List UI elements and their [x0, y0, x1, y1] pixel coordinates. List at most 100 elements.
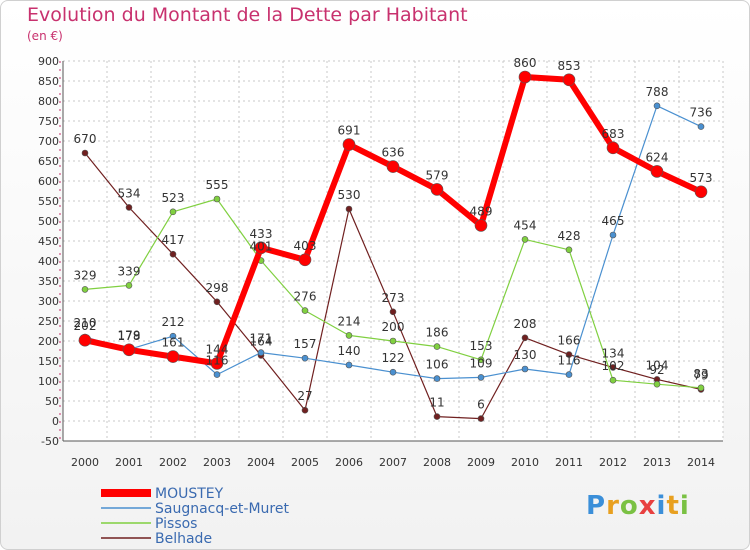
- data-point: [78, 333, 92, 347]
- data-point: [345, 332, 353, 339]
- data-label: 153: [470, 339, 493, 353]
- data-label: 534: [118, 186, 141, 200]
- x-tick-label: 2006: [335, 456, 363, 469]
- data-label: 636: [382, 146, 405, 160]
- data-label: 186: [426, 326, 449, 340]
- data-label: 109: [470, 356, 493, 370]
- data-point: [213, 371, 221, 378]
- data-label: 11: [429, 396, 444, 410]
- data-label: 161: [162, 336, 185, 350]
- data-label: 276: [294, 290, 317, 304]
- data-label: 523: [162, 191, 185, 205]
- data-label: 403: [294, 239, 317, 253]
- data-label: 853: [558, 59, 581, 73]
- y-tick-label: 0: [52, 415, 59, 428]
- data-label: 417: [162, 233, 185, 247]
- data-label: 92: [649, 363, 664, 377]
- data-label: 736: [690, 106, 713, 120]
- data-point: [210, 357, 224, 370]
- y-tick-label: 550: [38, 195, 59, 208]
- data-point: [565, 351, 573, 358]
- x-tick-label: 2007: [379, 456, 407, 469]
- data-label: 428: [558, 229, 581, 243]
- data-label: 140: [338, 344, 361, 358]
- data-label: 104: [646, 358, 669, 372]
- data-label: 433: [250, 227, 273, 241]
- data-label: 200: [382, 320, 405, 334]
- data-point: [301, 307, 309, 314]
- data-point: [125, 282, 133, 289]
- data-point: [477, 356, 485, 364]
- data-label: 116: [558, 354, 581, 368]
- data-label: 670: [74, 132, 97, 146]
- chart-title: Evolution du Montant de la Dette par Hab…: [27, 4, 468, 26]
- y-tick-label: 400: [38, 255, 59, 268]
- data-point: [562, 73, 576, 87]
- data-label: 624: [646, 150, 669, 164]
- data-point: [650, 165, 664, 178]
- y-tick-label: 450: [38, 235, 59, 248]
- x-tick-label: 2003: [203, 456, 231, 469]
- data-point: [474, 219, 488, 232]
- data-point: [653, 102, 661, 110]
- data-label: 788: [646, 85, 669, 99]
- data-point: [697, 384, 705, 392]
- data-point: [477, 415, 485, 422]
- data-point: [166, 350, 180, 363]
- data-label: 83: [693, 367, 708, 381]
- data-label: 691: [338, 124, 361, 138]
- y-tick-label: 350: [38, 275, 59, 288]
- data-point: [433, 375, 441, 382]
- y-tick-label: 900: [38, 55, 59, 68]
- x-tick-label: 2010: [511, 456, 539, 469]
- chart-unit-label: (en €): [27, 29, 63, 43]
- data-point: [521, 334, 529, 342]
- x-tick-label: 2005: [291, 456, 319, 469]
- y-tick-label: 100: [38, 375, 59, 388]
- data-point: [122, 343, 136, 357]
- data-point: [125, 204, 133, 211]
- data-label: 530: [338, 188, 361, 202]
- data-point: [169, 332, 177, 340]
- data-point: [301, 406, 309, 414]
- data-label: 178: [118, 329, 141, 343]
- plot-area: [63, 61, 723, 441]
- data-label: 454: [514, 218, 537, 232]
- data-label: 116: [206, 354, 229, 368]
- data-point: [81, 149, 89, 157]
- x-tick-label: 2008: [423, 456, 451, 469]
- data-label: 134: [602, 346, 625, 360]
- data-point: [257, 349, 265, 356]
- data-label: 122: [382, 351, 405, 365]
- x-tick-label: 2000: [71, 456, 99, 469]
- data-label: 102: [602, 359, 625, 373]
- data-label: 202: [74, 319, 97, 333]
- y-tick-label: 200: [38, 335, 59, 348]
- x-tick-label: 2014: [687, 456, 715, 469]
- data-label: 157: [294, 337, 317, 351]
- data-label: 339: [118, 264, 141, 278]
- data-label: 6: [477, 398, 485, 412]
- y-tick-label: 700: [38, 135, 59, 148]
- data-point: [430, 183, 444, 196]
- data-label: 555: [206, 178, 229, 192]
- x-tick-label: 2013: [643, 456, 671, 469]
- data-point: [521, 365, 529, 373]
- data-point: [609, 364, 617, 371]
- y-tick-label: 50: [45, 395, 59, 408]
- data-label: 210: [74, 316, 97, 330]
- data-point: [169, 250, 177, 258]
- data-point: [213, 298, 221, 306]
- data-label: 860: [514, 56, 537, 70]
- data-point: [254, 241, 268, 255]
- data-label: 273: [382, 291, 405, 305]
- data-label: 27: [297, 389, 312, 403]
- proxiti-logo: Proxiti: [586, 491, 690, 521]
- data-point: [694, 185, 708, 199]
- x-tick-label: 2002: [159, 456, 187, 469]
- data-point: [433, 343, 441, 350]
- y-tick-label: 800: [38, 95, 59, 108]
- data-point: [301, 354, 309, 362]
- data-point: [433, 413, 441, 420]
- data-point: [213, 195, 221, 203]
